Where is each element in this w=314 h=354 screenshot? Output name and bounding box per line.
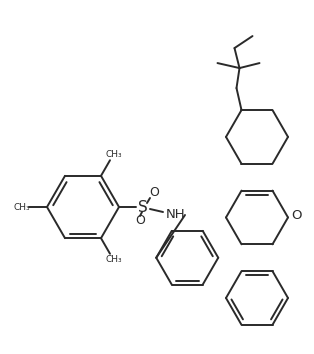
Text: O: O: [149, 187, 159, 200]
Text: CH₃: CH₃: [105, 255, 122, 264]
Text: O: O: [135, 215, 145, 228]
Text: S: S: [138, 200, 148, 215]
Text: CH₃: CH₃: [14, 202, 30, 211]
Text: CH₃: CH₃: [105, 150, 122, 159]
Text: NH: NH: [166, 209, 186, 222]
Text: O: O: [292, 209, 302, 222]
